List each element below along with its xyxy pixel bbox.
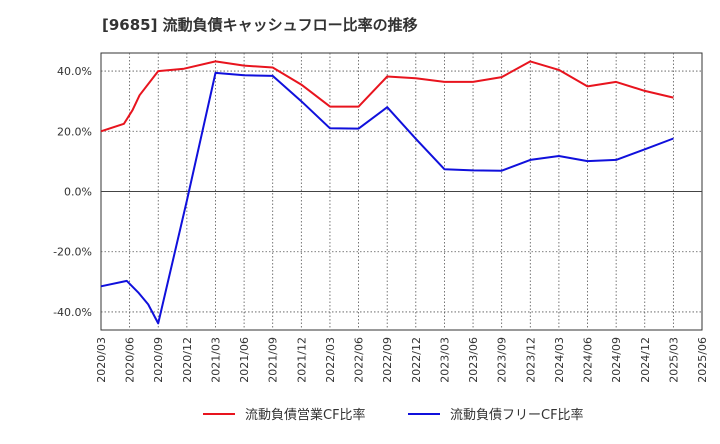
series-line-2 [100,71,674,325]
legend-label-2: 流動負債フリーCF比率 [450,407,584,423]
x-tick-label: 2020/12 [181,337,194,383]
x-tick-label: 2024/06 [582,337,595,383]
x-tick-label: 2023/03 [438,337,451,383]
y-tick-label: 40.0% [57,65,92,78]
x-tick-label: 2023/12 [524,337,537,383]
x-tick-label: 2020/09 [152,337,165,383]
x-tick-label: 2020/06 [124,337,137,383]
x-tick-label: 2024/03 [553,337,566,383]
chart-title: [9685] 流動負債キャッシュフロー比率の推移 [102,16,418,34]
y-tick-label: 20.0% [57,125,92,138]
x-tick-label: 2022/09 [381,337,394,383]
x-tick-label: 2021/03 [209,337,222,383]
y-tick-label: -40.0% [53,306,92,319]
x-tick-label: 2022/06 [353,337,366,383]
x-tick-label: 2022/12 [410,337,423,383]
y-tick-label: 0.0% [64,186,92,199]
x-tick-label: 2024/09 [610,337,623,383]
y-tick-label: -20.0% [53,246,92,259]
x-tick-label: 2020/03 [95,337,108,383]
x-tick-label: 2022/03 [324,337,337,383]
x-tick-label: 2025/03 [667,337,680,383]
x-tick-label: 2021/09 [267,337,280,383]
series-line-1 [100,60,674,133]
x-tick-label: 2023/06 [467,337,480,383]
x-tick-label: 2024/12 [639,337,652,383]
x-tick-label: 2023/09 [496,337,509,383]
legend-label-1: 流動負債営業CF比率 [245,407,366,423]
x-tick-label: 2021/06 [238,337,251,383]
x-tick-label: 2021/12 [295,337,308,383]
x-tick-label: 2025/06 [696,337,709,383]
